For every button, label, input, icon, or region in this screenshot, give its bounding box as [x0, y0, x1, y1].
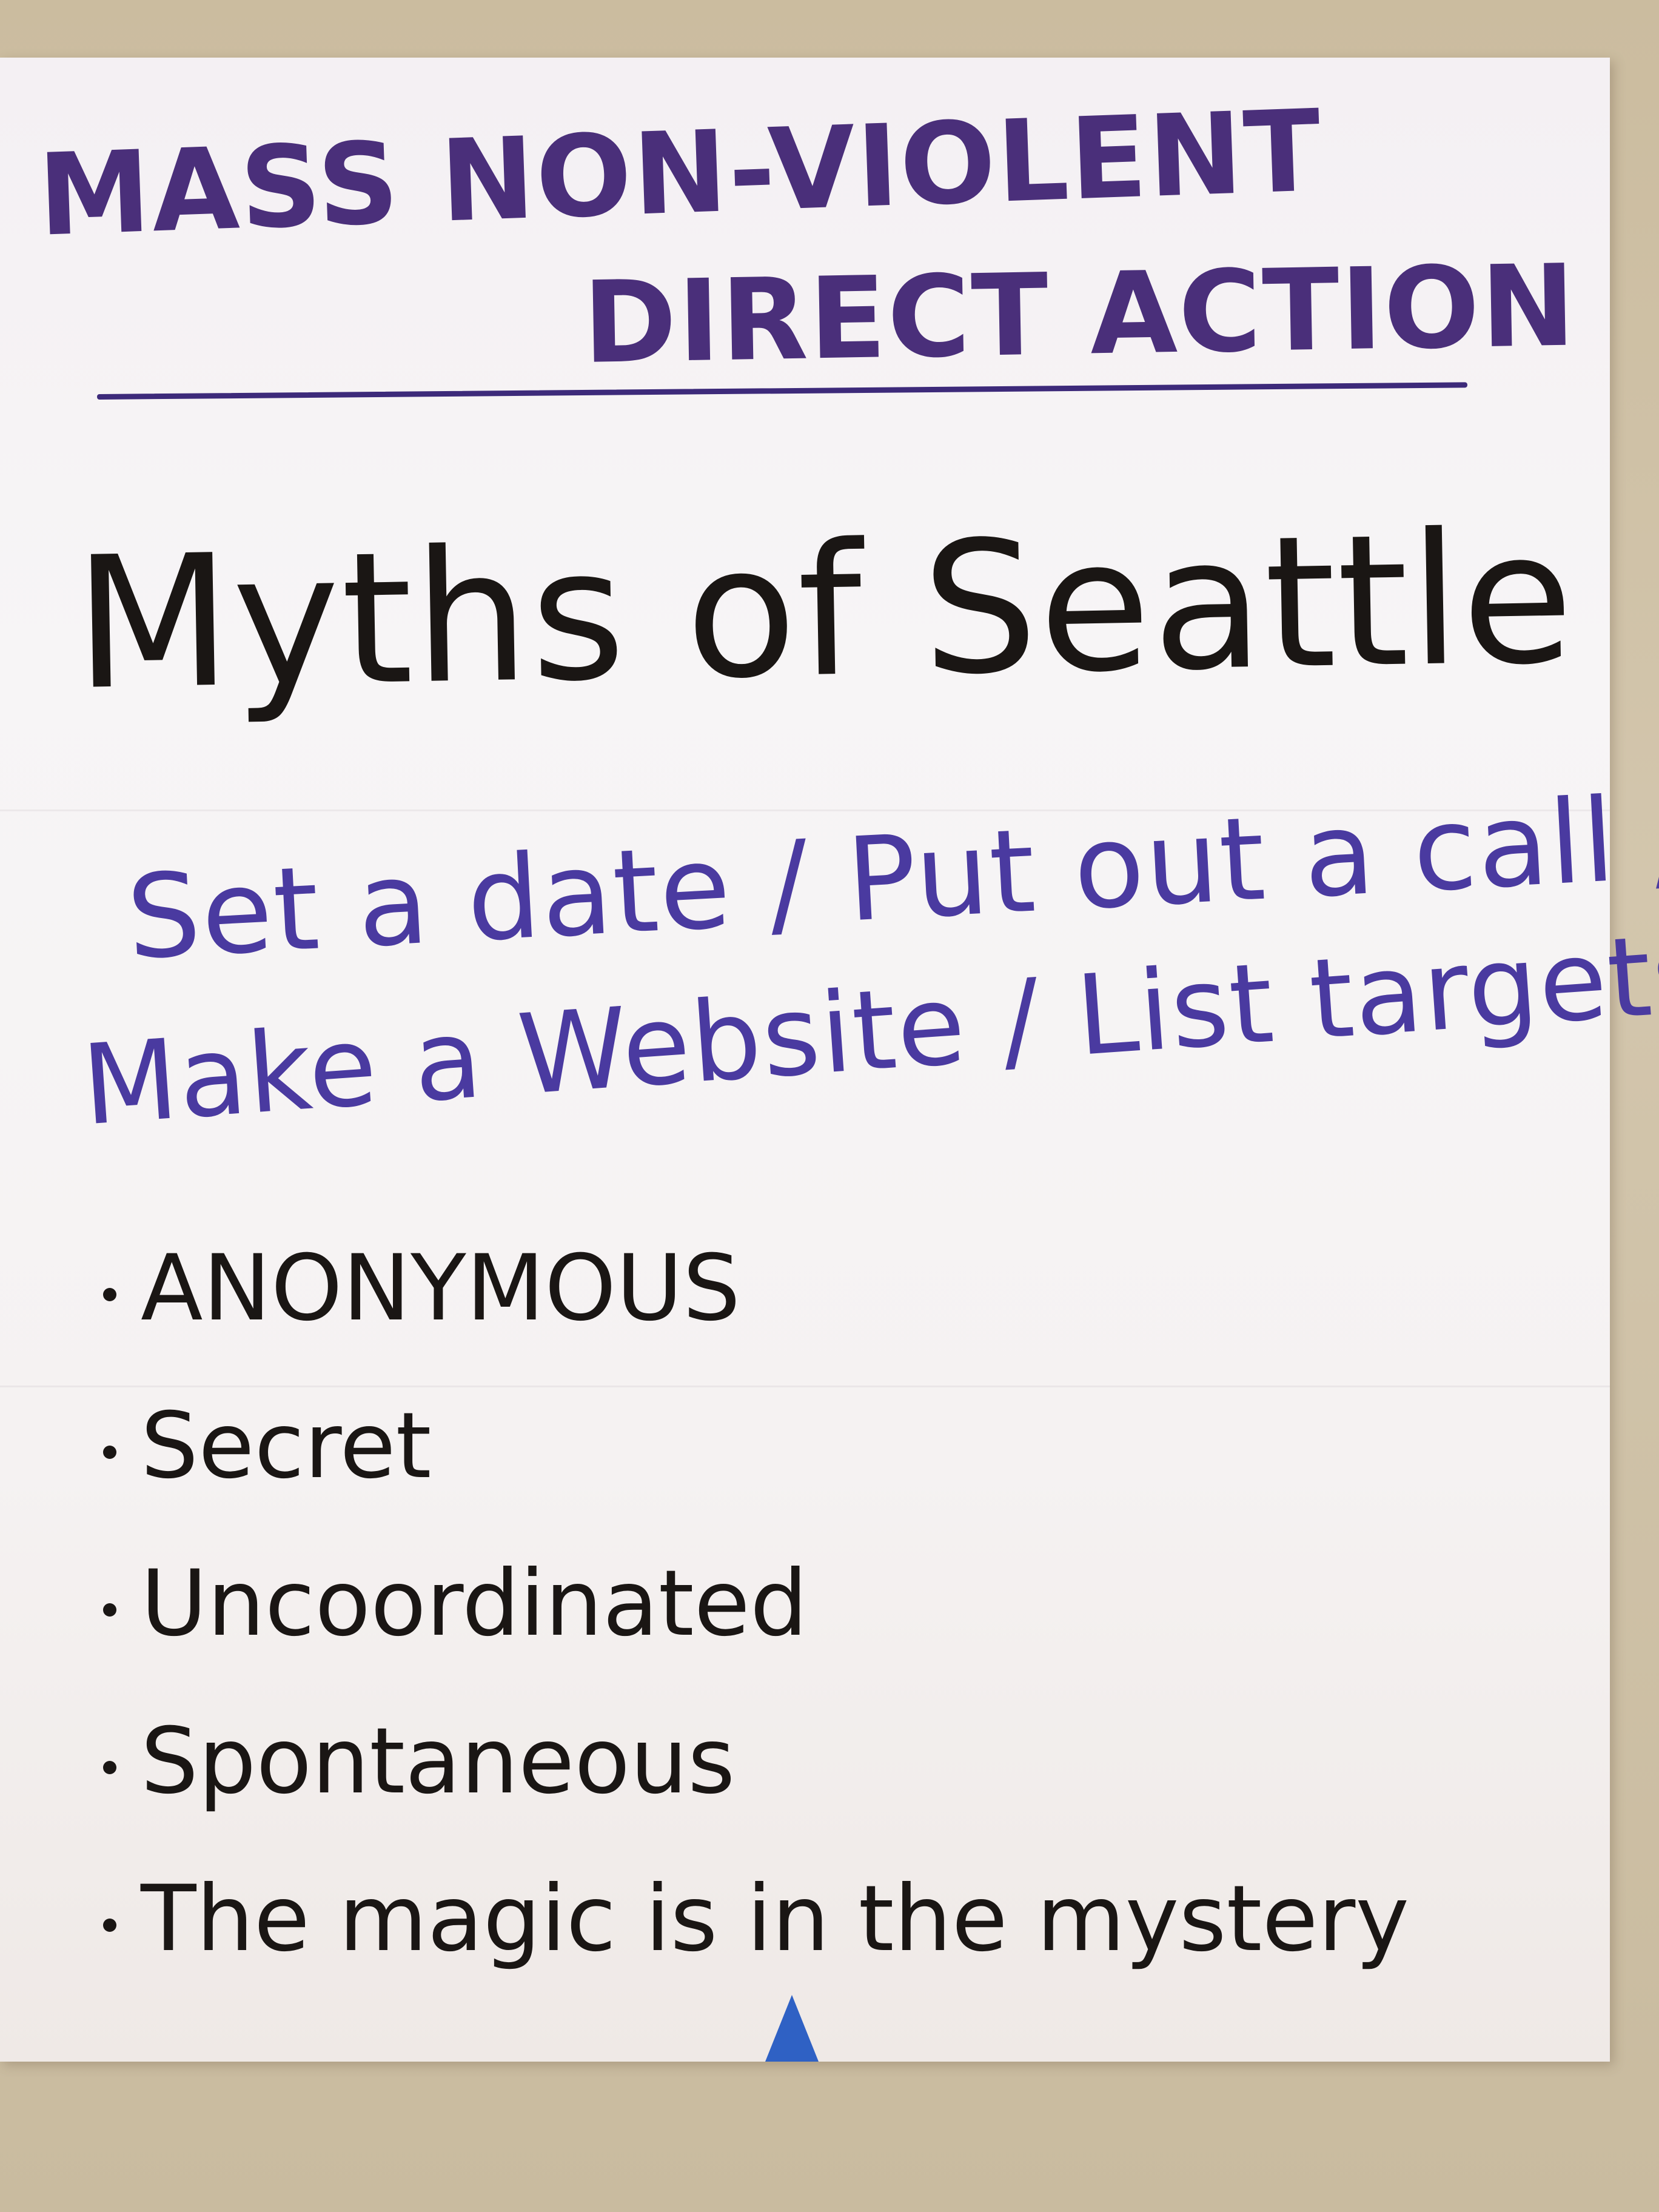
title-line-2: DIRECT ACTION: [581, 240, 1578, 389]
list-item: Spontaneous: [103, 1716, 1409, 1874]
list-item-text: Secret: [141, 1393, 432, 1499]
page-heading: Myths of Seattle: [72, 492, 1577, 730]
bullet-dot-icon: [103, 1445, 116, 1459]
list-item: Uncoordinated: [103, 1558, 1409, 1716]
paper-crease: [0, 1386, 1610, 1387]
bullet-dot-icon: [103, 1287, 116, 1301]
list-item: Secret: [103, 1401, 1409, 1558]
blue-tape-icon: [765, 1995, 819, 2062]
list-item-text: Spontaneous: [141, 1709, 736, 1814]
myth-list: ANONYMOUS Secret Uncoordinated Spontaneo…: [103, 1243, 1409, 2031]
paper-crease: [0, 809, 1610, 811]
bullet-dot-icon: [103, 1760, 116, 1774]
list-item-text: Uncoordinated: [141, 1551, 808, 1657]
bullet-dot-icon: [103, 1918, 116, 1932]
list-item-text: ANONYMOUS: [141, 1236, 741, 1341]
list-item: The magic is in the mystery: [103, 1874, 1409, 2031]
bullet-dot-icon: [103, 1603, 116, 1617]
list-item-text: The magic is in the mystery: [141, 1866, 1410, 1972]
list-item: ANONYMOUS: [103, 1243, 1409, 1401]
